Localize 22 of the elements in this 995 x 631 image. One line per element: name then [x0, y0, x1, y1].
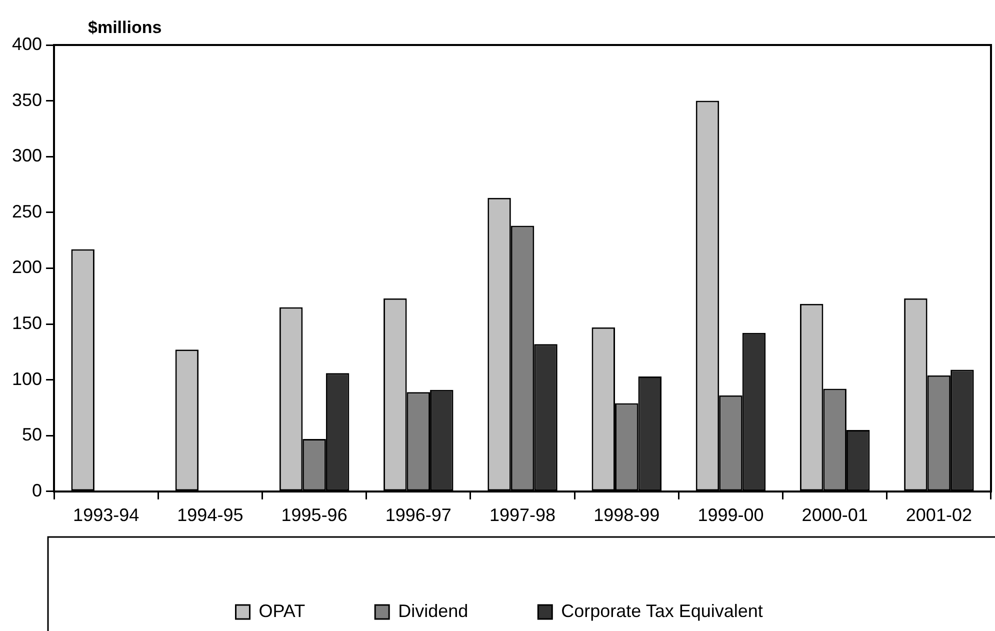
x-tick-label: 1995-96: [281, 505, 348, 526]
x-tick-label: 1996-97: [385, 505, 452, 526]
y-tick-label: 150: [12, 312, 42, 333]
x-tick-label: 1999-00: [698, 505, 764, 526]
x-tick-label: 1998-99: [594, 505, 660, 526]
y-tick-label: 0: [32, 480, 42, 500]
x-tick-label: 2001-02: [906, 505, 972, 526]
x-tick-label: 1997-98: [489, 505, 556, 526]
legend-label: Corporate Tax Equivalent: [561, 600, 763, 621]
y-tick-label: 350: [12, 90, 42, 110]
x-tick-label: 2000-01: [802, 505, 868, 526]
legend-label: Dividend: [398, 600, 468, 621]
x-tick-label: 1994-95: [177, 505, 244, 526]
y-tick-label: 250: [12, 201, 42, 222]
y-tick-label: 300: [12, 146, 42, 166]
y-tick-label: 400: [12, 34, 42, 54]
y-tick-label: 200: [12, 257, 42, 278]
y-axis-title: $millions: [88, 18, 162, 38]
x-tick-label: 1993-94: [73, 505, 140, 526]
y-tick-label: 50: [22, 424, 42, 445]
y-tick-label: 100: [12, 368, 42, 389]
legend-label: OPAT: [258, 600, 306, 621]
